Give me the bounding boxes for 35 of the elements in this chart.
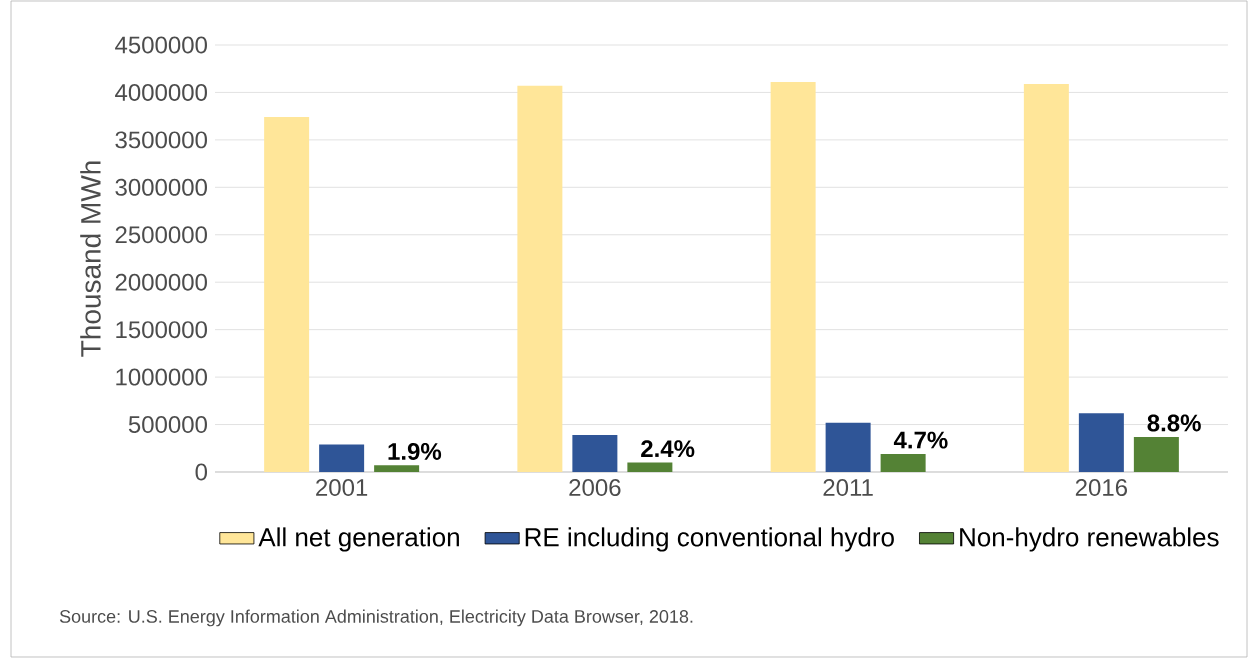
annotation: 1.9% [388,442,442,460]
annotation: 4.7% [893,431,948,449]
x-tick-label: 2016 [1075,479,1127,497]
bar [825,422,871,472]
x-tick-label: 2001 [316,479,368,497]
bar [374,465,420,472]
bar [1133,436,1179,472]
y-tick-label: 1500000 [116,321,207,339]
bar [1023,83,1069,472]
y-tick-label: 1000000 [116,368,207,386]
y-tick-label: 500000 [128,416,207,434]
y-tick-label: 3000000 [115,178,207,196]
bar [627,462,673,472]
bar [517,85,563,472]
source-note: Source: U.S. Energy Information Administration, Electricity Data Browser, 2018. [59,609,693,627]
legend-label: RE including conventional hydro [525,527,894,552]
bar [264,117,310,472]
bar [880,453,926,472]
bar [770,82,816,472]
annotation: 8.8% [1147,414,1201,432]
legend-label: Non-hydro renewables [960,527,1219,552]
y-tick-label: 3500000 [115,131,207,149]
bar [1078,413,1124,472]
x-tick-label: 2006 [569,479,621,497]
legend-label: All net generation [258,527,459,552]
y-tick-label: 4500000 [115,36,207,54]
y-axis-title: Thousand MWh [80,161,101,357]
annotation: 2.4% [641,440,695,458]
bar [319,444,365,472]
y-tick-label: 0 [195,463,208,481]
x-tick-label: 2011 [823,479,873,497]
y-tick-label: 4000000 [115,83,207,101]
y-tick-label: 2500000 [115,226,207,244]
bar [572,434,618,472]
y-tick-label: 2000000 [115,273,207,291]
